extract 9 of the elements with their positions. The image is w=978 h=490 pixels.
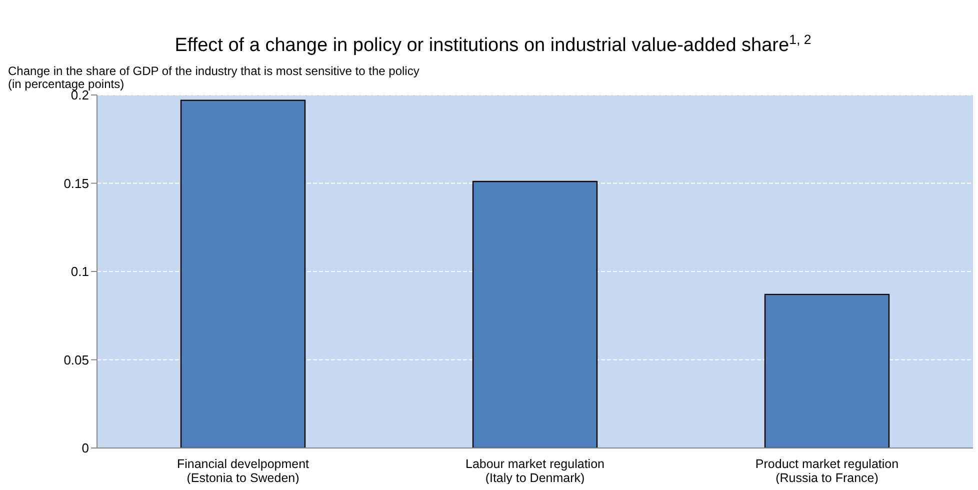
y-tick-label: 0.05 bbox=[64, 352, 89, 368]
y-tick-label: 0.1 bbox=[70, 264, 89, 280]
y-axis-title: Change in the share of GDP of the industry that is most sensitive to the policy (in percentage points) bbox=[8, 64, 420, 91]
bar bbox=[764, 294, 890, 448]
y-tick-label: 0 bbox=[82, 440, 89, 456]
y-tick-label: 0.15 bbox=[64, 176, 89, 191]
bar bbox=[180, 100, 306, 448]
chart-title: Effect of a change in policy or institutions on industrial value-added share$^{1, 2}$ bbox=[174, 32, 812, 56]
bar bbox=[472, 180, 598, 448]
